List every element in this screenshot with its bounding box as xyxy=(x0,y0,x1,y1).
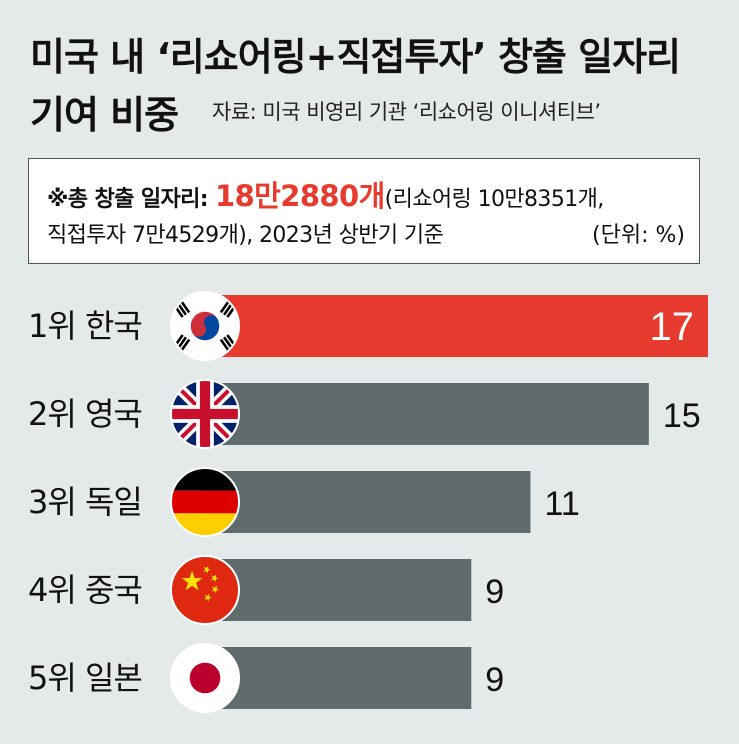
chart-title: 미국 내 ‘리쇼어링+직접투자’ 창출 일자리 xyxy=(30,35,681,79)
value-label-4: 9 xyxy=(485,573,504,611)
value-label-5: 9 xyxy=(485,661,504,699)
flag-ring xyxy=(170,291,240,361)
category-label-3: 3위 독일 xyxy=(28,483,142,521)
category-label-5: 5위 일본 xyxy=(28,659,142,697)
unit-note: (단위: %) xyxy=(592,223,685,248)
total-jobs-value: 18만2880개 xyxy=(215,179,385,213)
total-label: ※총 창출 일자리: xyxy=(47,187,216,212)
bar-2 xyxy=(205,383,649,445)
bar-5 xyxy=(205,647,472,709)
info-line-1: ※총 창출 일자리: 18만2880개(리쇼어링 10만8351개, xyxy=(47,173,604,215)
flag-ring xyxy=(170,379,240,449)
south-korea-flag-icon xyxy=(171,292,239,360)
flag-ring xyxy=(170,555,240,625)
info-box: ※총 창출 일자리: 18만2880개(리쇼어링 10만8351개, 직접투자 … xyxy=(28,158,700,264)
china-flag-icon xyxy=(171,556,239,624)
flag-ring xyxy=(170,643,240,713)
bar-4 xyxy=(205,559,472,621)
japan-flag-icon xyxy=(171,644,239,712)
chart-title-line2: 기여 비중 xyxy=(30,93,179,137)
flag-ring xyxy=(170,467,240,537)
germany-flag-icon xyxy=(171,468,239,536)
category-label-4: 4위 중국 xyxy=(28,571,142,609)
total-breakdown-1: (리쇼어링 10만8351개, xyxy=(384,187,605,212)
source-note: 자료: 미국 비영리 기관 ‘리쇼어링 이니셔티브’ xyxy=(212,100,601,124)
value-label-3: 11 xyxy=(544,485,579,523)
info-line-2: 직접투자 7만4529개), 2023년 상반기 기준 xyxy=(47,223,444,248)
bar-3 xyxy=(205,471,531,533)
value-label-2: 15 xyxy=(663,397,701,435)
category-label-2: 2위 영국 xyxy=(28,395,142,433)
value-label-1: 17 xyxy=(650,305,695,349)
category-label-1: 1위 한국 xyxy=(28,307,142,345)
bar-1 xyxy=(205,295,708,357)
